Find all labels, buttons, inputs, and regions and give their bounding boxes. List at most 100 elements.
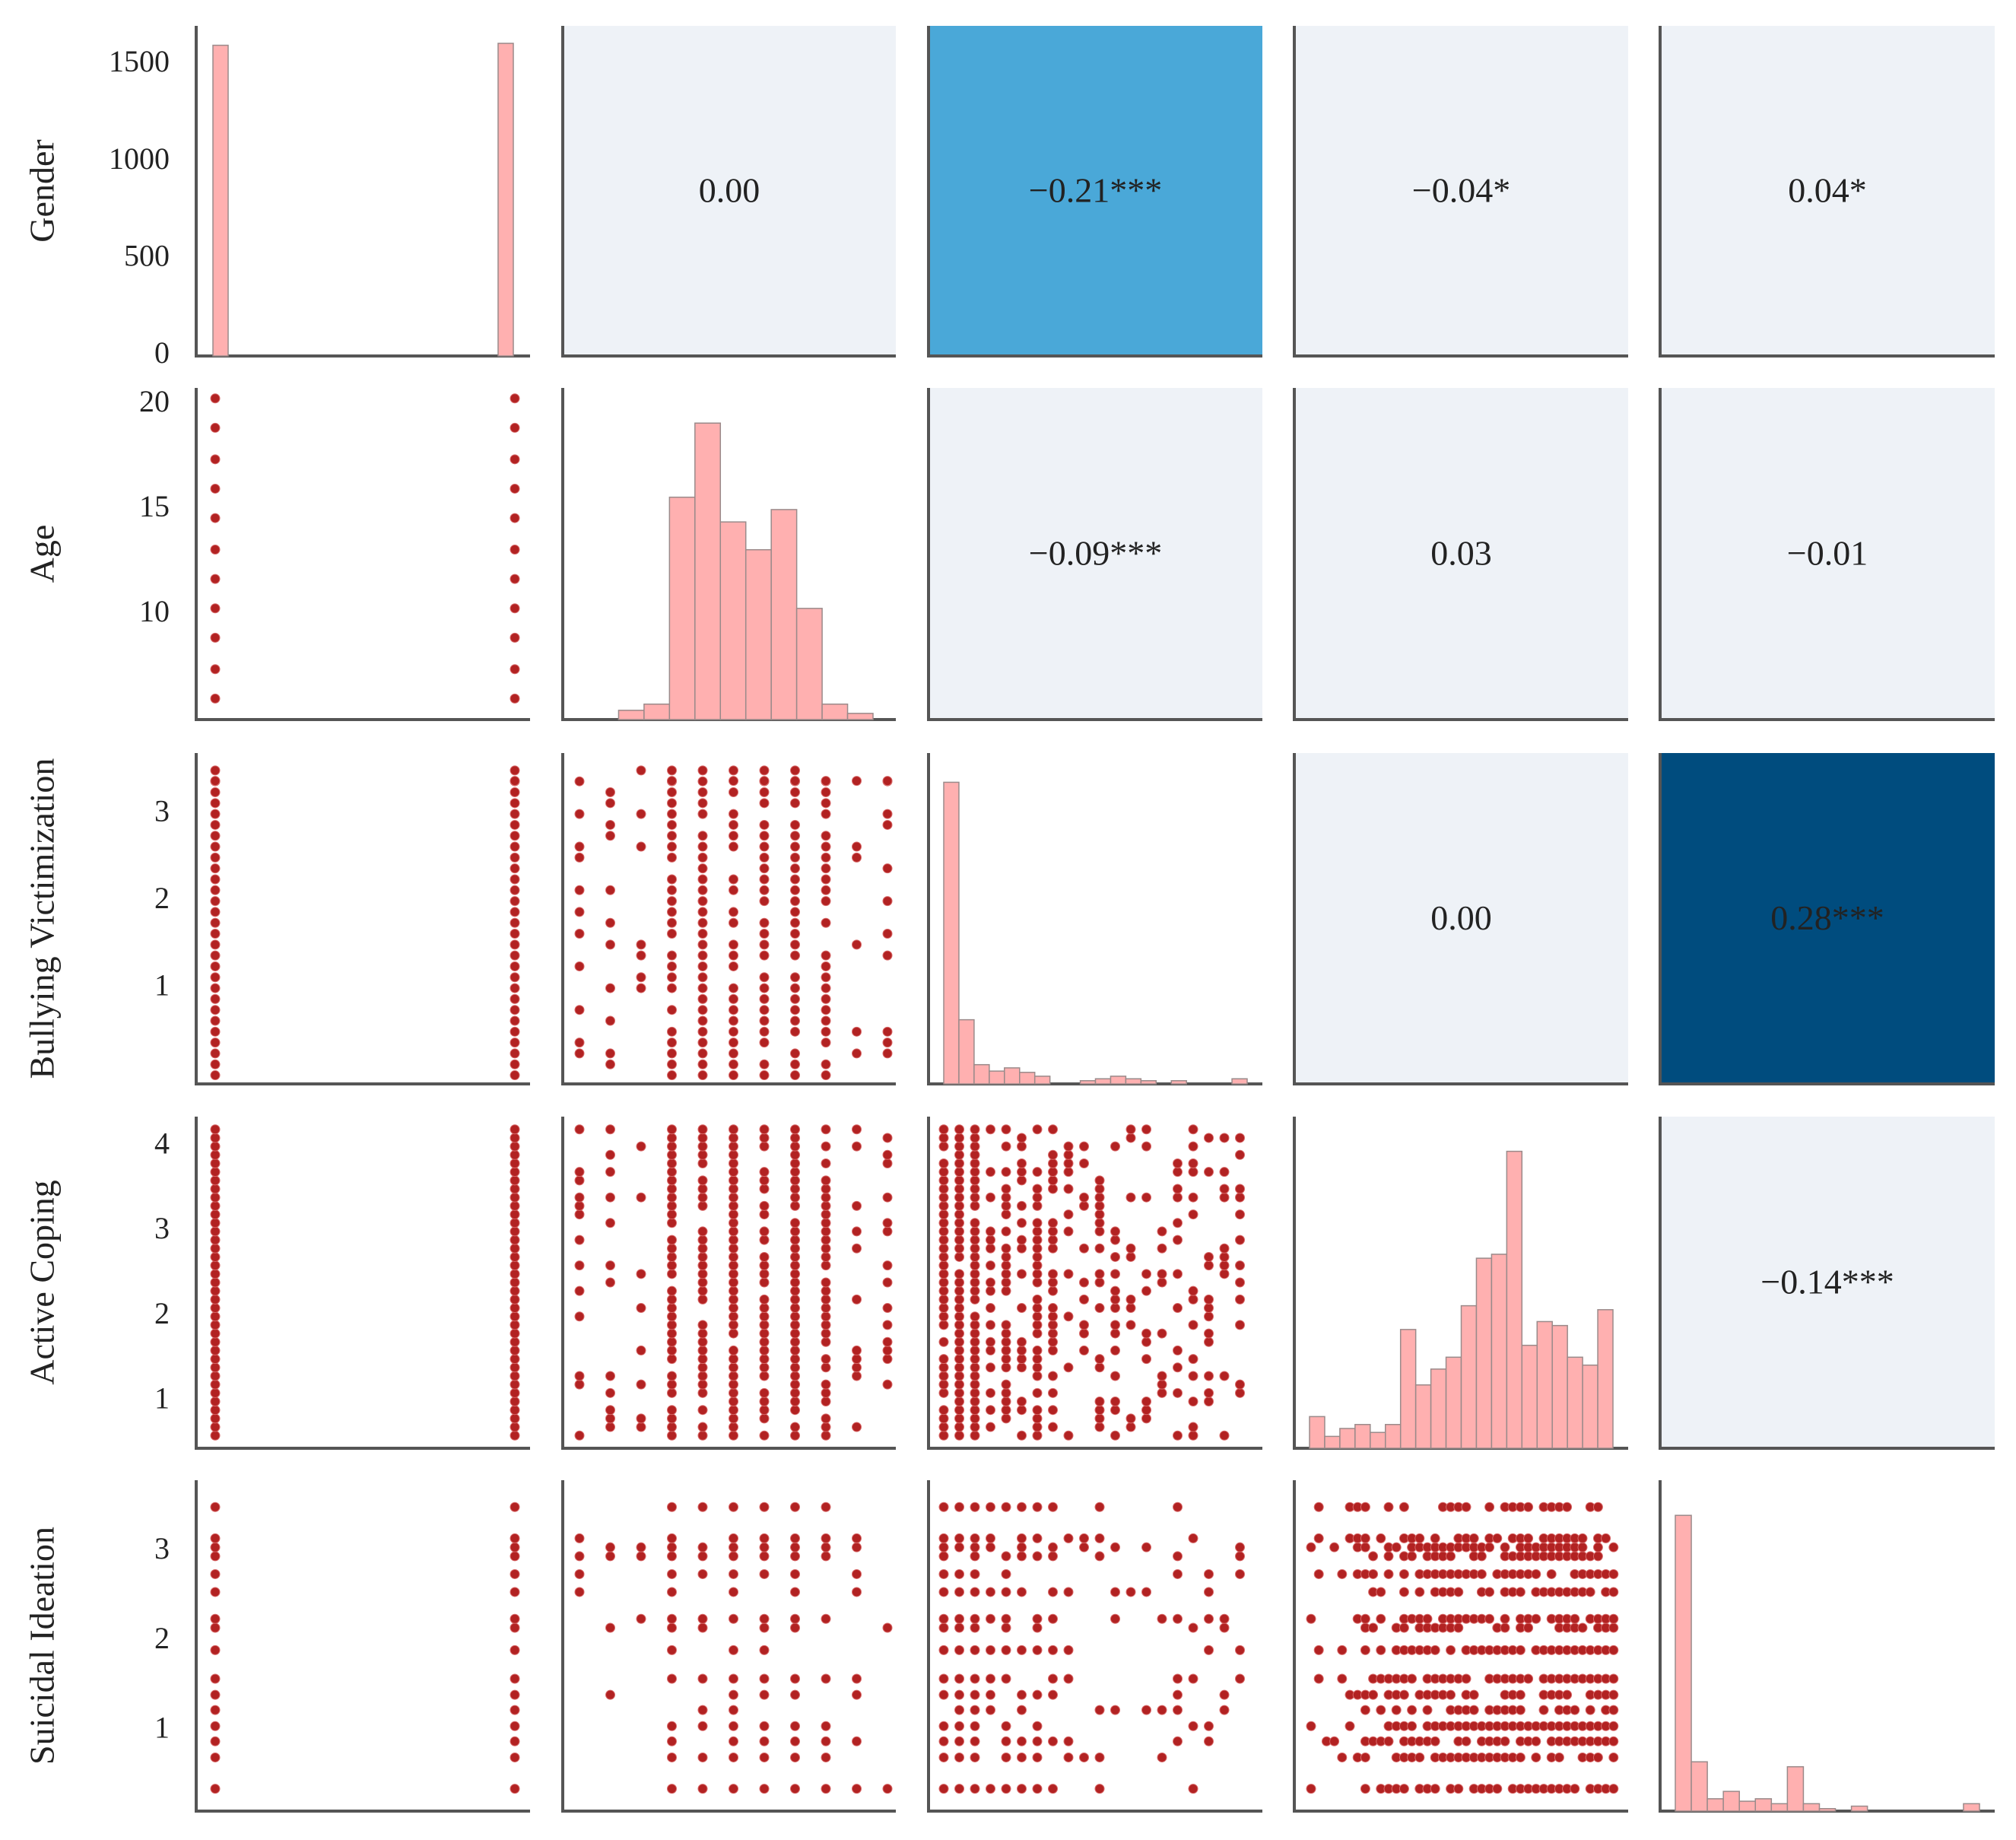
scatter-point-r4c2-114	[1094, 1502, 1105, 1512]
scatter-point-r4c2-52	[986, 1587, 995, 1597]
scatter-point-r3c0-7	[210, 1371, 221, 1381]
scatter-point-r3c1-222	[821, 1175, 831, 1186]
scatter-point-r3c2-350	[1235, 1235, 1245, 1245]
scatter-point-r4c2-56	[1001, 1784, 1011, 1794]
scatter-point-r4c3-40	[1368, 1689, 1379, 1700]
scatter-point-r2c1-28	[636, 765, 646, 776]
scatter-point-r4c2-54	[986, 1533, 995, 1543]
scatter-point-r3c2-250	[1094, 1184, 1105, 1194]
scatter-point-r4c3-408	[1608, 1721, 1619, 1731]
scatter-point-r4c2-139	[1204, 1736, 1214, 1746]
scatter-point-r4c1-5	[605, 1622, 615, 1633]
scatter-point-r4c1-68	[790, 1721, 800, 1731]
scatter-point-r4c3-90	[1407, 1673, 1418, 1684]
scatter-point-r4c0-13	[210, 1542, 221, 1552]
scatter-point-r4c3-149	[1446, 1645, 1456, 1655]
scatter-point-r3c2-275	[1125, 1133, 1136, 1143]
scatter-point-r3c2-43	[954, 1345, 964, 1355]
scatter-point-r2c1-142	[790, 939, 800, 950]
scatter-point-r3c2-146	[1017, 1430, 1027, 1441]
scatter-point-r3c2-171	[1032, 1354, 1043, 1365]
scatter-point-r4c2-53	[986, 1542, 995, 1552]
scatter-point-r2c0-35	[510, 1015, 520, 1026]
hist-bar-1-9	[821, 703, 849, 720]
scatter-point-r3c2-127	[1001, 1354, 1011, 1365]
scatter-point-r3c0-20	[210, 1260, 221, 1271]
scatter-point-r3c2-259	[1110, 1303, 1120, 1314]
scatter-point-r4c1-43	[729, 1645, 738, 1655]
scatter-point-r3c2-123	[1001, 1397, 1011, 1407]
scatter-point-r3c1-215	[821, 1235, 831, 1245]
scatter-point-r3c1-126	[729, 1167, 738, 1177]
scatter-point-r3c1-79	[697, 1285, 708, 1296]
scatter-point-r2c1-10	[574, 776, 585, 787]
row-label-1: Age	[23, 525, 62, 583]
y-tick-label-r1-0: 20	[139, 384, 170, 418]
scatter-point-r3c2-180	[1032, 1260, 1043, 1271]
scatter-point-r3c2-255	[1110, 1371, 1120, 1381]
scatter-point-r3c1-207	[821, 1311, 831, 1322]
scatter-point-r4c1-10	[636, 1542, 646, 1552]
scatter-point-r4c3-8	[1313, 1502, 1324, 1512]
scatter-point-r4c2-87	[1032, 1551, 1043, 1562]
scatter-point-r3c2-345	[1235, 1379, 1245, 1390]
scatter-point-r3c2-7	[938, 1362, 949, 1373]
scatter-point-r3c2-213	[1048, 1124, 1058, 1135]
scatter-point-r3c2-313	[1188, 1320, 1198, 1330]
scatter-point-r3c2-12	[938, 1303, 949, 1314]
scatter-point-r2c0-5	[210, 1015, 221, 1026]
scatter-point-r3c1-125	[729, 1175, 738, 1186]
scatter-point-r3c2-260	[1110, 1294, 1120, 1305]
scatter-point-r3c2-257	[1110, 1328, 1120, 1339]
scatter-point-r2c1-127	[759, 798, 770, 809]
scatter-point-r4c1-11	[667, 1784, 677, 1794]
scatter-point-r3c2-248	[1094, 1200, 1105, 1211]
scatter-point-r4c3-342	[1570, 1784, 1580, 1794]
scatter-point-r3c2-55	[954, 1235, 964, 1245]
scatter-point-r3c1-202	[821, 1362, 831, 1373]
scatter-point-r3c2-32	[938, 1124, 949, 1135]
scatter-point-r2c0-50	[510, 852, 520, 863]
scatter-point-r4c2-11	[938, 1551, 949, 1562]
scatter-point-r4c2-14	[938, 1502, 949, 1512]
scatter-point-r4c2-93	[1048, 1673, 1058, 1684]
scatter-point-r4c3-110	[1422, 1705, 1433, 1715]
scatter-point-r3c1-0	[574, 1430, 585, 1441]
scatter-point-r3c2-30	[938, 1141, 949, 1152]
scatter-point-r4c3-12	[1337, 1752, 1348, 1762]
scatter-point-r2c0-15	[210, 907, 221, 917]
scatter-point-r3c1-60	[667, 1167, 677, 1177]
scatter-point-r2c1-132	[790, 1070, 800, 1081]
scatter-point-r4c1-37	[729, 1752, 738, 1762]
scatter-point-r3c1-237	[882, 1379, 893, 1390]
scatter-point-r4c0-0	[210, 1784, 221, 1794]
scatter-point-r3c2-46	[954, 1320, 964, 1330]
scatter-point-r4c3-7	[1313, 1533, 1324, 1543]
scatter-point-r4c2-48	[986, 1689, 995, 1700]
hist-bar-3-12	[1491, 1254, 1508, 1449]
scatter-point-r2c0-32	[510, 1048, 520, 1059]
scatter-point-r2c0-44	[510, 917, 520, 928]
scatter-point-r4c2-130	[1173, 1613, 1183, 1624]
scatter-point-r3c1-132	[759, 1430, 770, 1441]
scatter-point-r3c2-4	[938, 1387, 949, 1398]
scatter-point-r4c0-20	[510, 1705, 520, 1715]
scatter-point-r3c1-44	[667, 1320, 677, 1330]
scatter-point-r4c1-0	[574, 1587, 585, 1597]
scatter-point-r2c1-130	[759, 765, 770, 776]
scatter-point-r3c1-226	[852, 1422, 862, 1432]
scatter-point-r3c1-174	[790, 1311, 800, 1322]
scatter-point-r3c1-86	[697, 1226, 708, 1237]
scatter-point-r4c3-201	[1476, 1551, 1487, 1562]
scatter-point-r2c1-138	[790, 993, 800, 1004]
scatter-point-r3c2-210	[1048, 1167, 1058, 1177]
scatter-point-r2c1-112	[759, 993, 770, 1004]
scatter-point-r2c1-38	[667, 950, 677, 961]
scatter-point-r4c2-27	[954, 1542, 964, 1552]
scatter-point-r4c2-148	[1219, 1613, 1230, 1624]
scatter-point-r4c2-2	[938, 1736, 949, 1746]
scatter-point-r4c2-99	[1048, 1502, 1058, 1512]
scatter-point-r2c0-45	[510, 907, 520, 917]
scatter-point-r2c0-36	[510, 1005, 520, 1015]
scatter-point-r3c0-63	[510, 1209, 520, 1220]
